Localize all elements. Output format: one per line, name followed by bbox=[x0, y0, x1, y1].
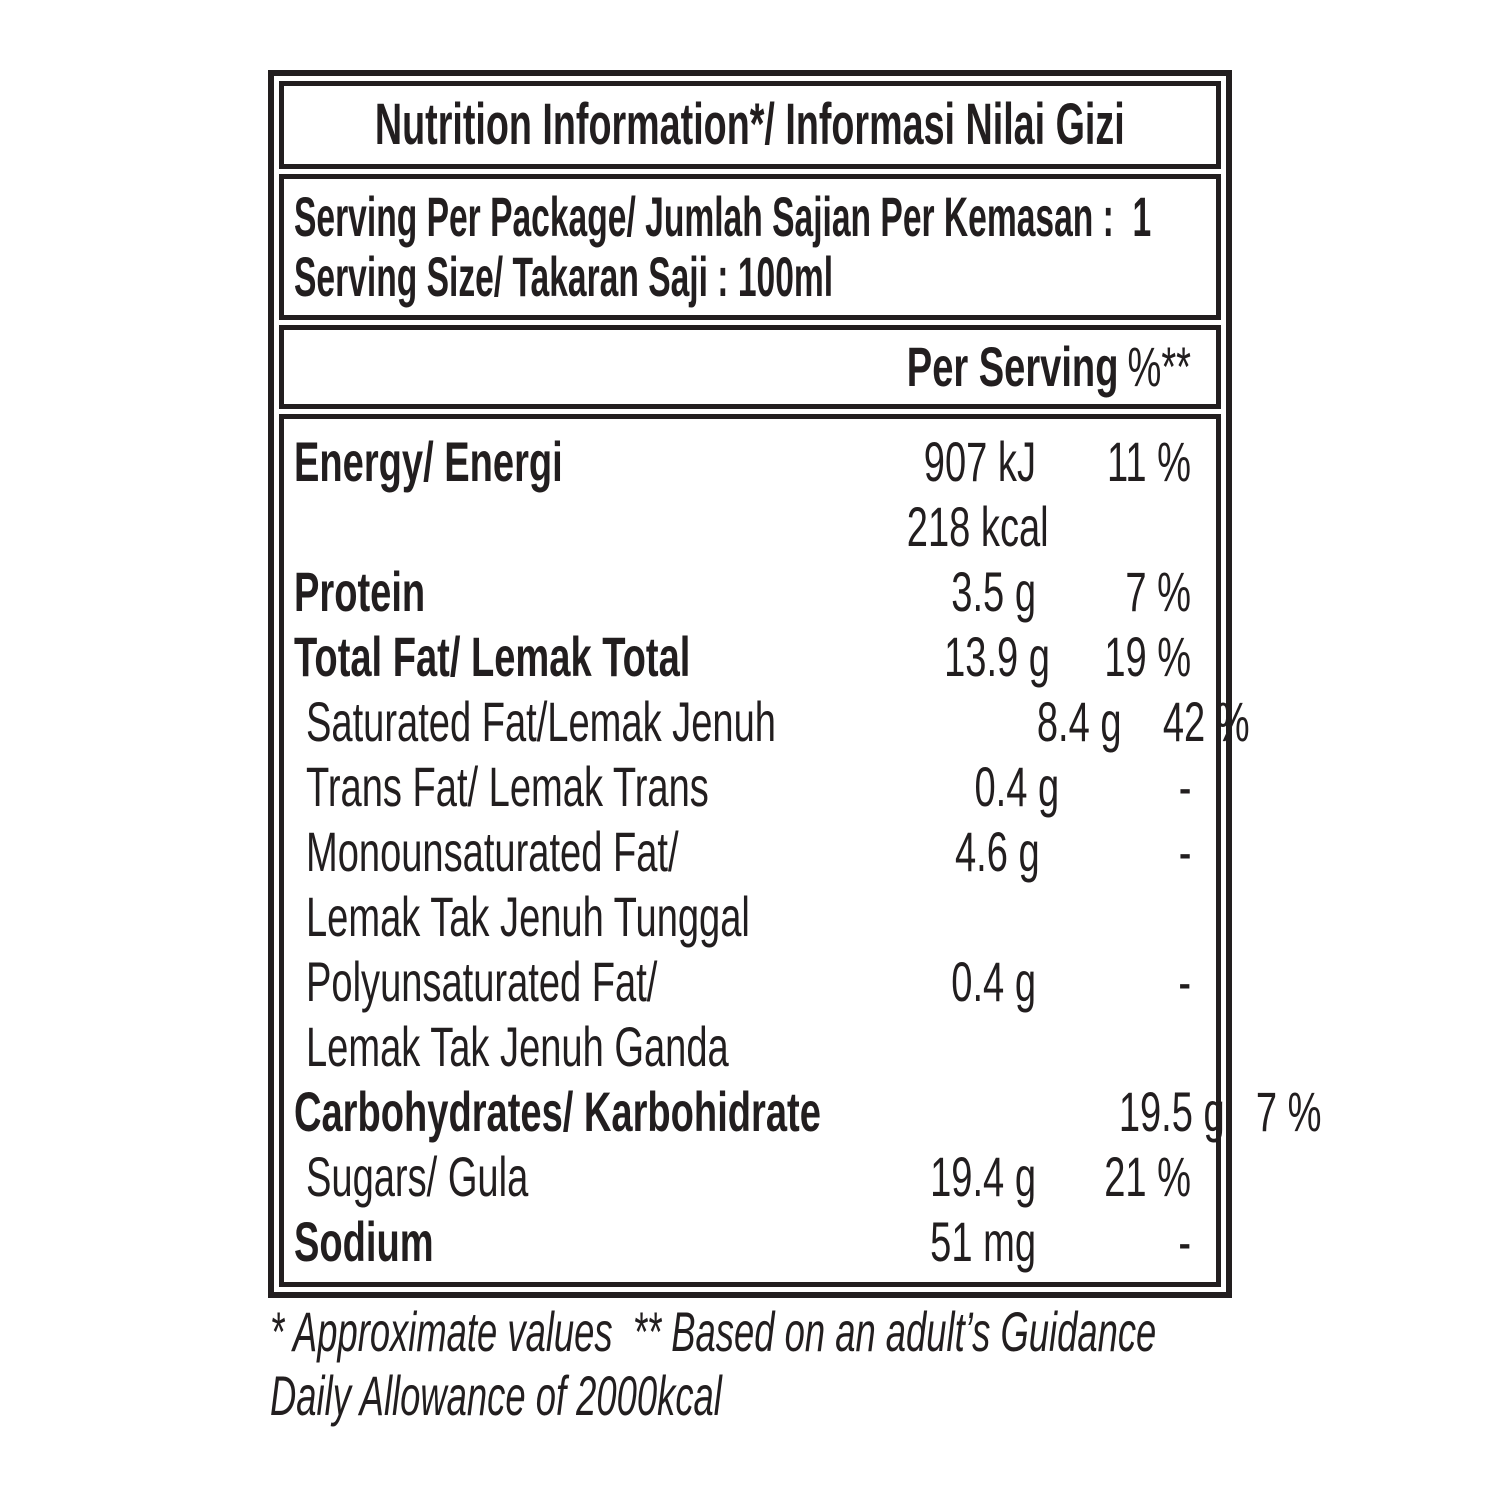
nutrient-value: 907 kJ bbox=[923, 429, 1036, 493]
nutrient-percent: - bbox=[1178, 949, 1191, 1013]
nutrient-percent: 7 % bbox=[1125, 559, 1191, 623]
nutrient-value: 19.4 g bbox=[930, 1144, 1036, 1208]
footnote: * Approximate values ** Based on an adul… bbox=[270, 1300, 1280, 1428]
nutrient-value: 51 mg bbox=[930, 1209, 1036, 1273]
nutrient-percent: - bbox=[1178, 819, 1191, 883]
nutrient-value: 0.4 g bbox=[951, 949, 1036, 1013]
table-row-monounsaturated-fat-id: Lemak Tak Jenuh Tunggal bbox=[284, 884, 1216, 949]
table-row-energy: Energy/ Energi 907 kJ 11 % bbox=[284, 429, 1216, 494]
nutrient-value: 19.5 g bbox=[1118, 1079, 1225, 1143]
footnote-text-1: * Approximate values ** Based on an adul… bbox=[270, 1300, 1157, 1363]
table-row-saturated-fat: Saturated Fat/Lemak Jenuh 8.4 g 42 % bbox=[284, 689, 1249, 754]
nutrient-label: Trans Fat/ Lemak Trans bbox=[306, 754, 709, 818]
table-row-trans-fat: Trans Fat/ Lemak Trans 0.4 g - bbox=[284, 754, 1216, 819]
nutrient-percent: - bbox=[1178, 1209, 1191, 1273]
footnote-text-2: Daily Allowance of 2000kcal bbox=[270, 1364, 722, 1427]
table-row-polyunsaturated-fat: Polyunsaturated Fat/ 0.4 g - bbox=[284, 949, 1216, 1014]
table-row-sugars: Sugars/ Gula 19.4 g 21 % bbox=[284, 1144, 1216, 1209]
nutrient-label: Monounsaturated Fat/ bbox=[306, 819, 679, 883]
nutrient-percent: 7 % bbox=[1255, 1079, 1322, 1143]
serving-size-line: Serving Size/ Takaran Saji : 100ml bbox=[294, 247, 1216, 307]
footnote-line-1: * Approximate values ** Based on an adul… bbox=[270, 1300, 1280, 1364]
nutrient-label: Sodium bbox=[294, 1209, 434, 1273]
footnote-line-2: Daily Allowance of 2000kcal bbox=[270, 1364, 1280, 1428]
nutrient-percent: 11 % bbox=[1107, 429, 1191, 493]
nutrient-percent: - bbox=[1178, 754, 1191, 818]
nutrient-value: 13.9 g bbox=[943, 624, 1050, 688]
column-header-percent: %** bbox=[1127, 335, 1191, 398]
table-row-energy-kcal: 218 kcal bbox=[284, 494, 1216, 559]
nutrient-value: 218 kcal bbox=[906, 494, 1049, 558]
title-section: Nutrition Information*/ Informasi Nilai … bbox=[279, 81, 1221, 169]
nutrient-percent: 19 % bbox=[1104, 624, 1191, 688]
nutrient-label: Lemak Tak Jenuh Tunggal bbox=[306, 884, 750, 948]
column-header-row: Per Serving %** bbox=[284, 330, 1216, 404]
column-header-section: Per Serving %** bbox=[279, 325, 1221, 409]
nutrient-label: Carbohydrates/ Karbohidrate bbox=[294, 1079, 821, 1143]
nutrient-label: Sugars/ Gula bbox=[306, 1144, 529, 1208]
nutrients-table: Energy/ Energi 907 kJ 11 % 218 kcal Prot… bbox=[279, 414, 1321, 1287]
column-header-per-serving: Per Serving bbox=[906, 335, 1119, 398]
nutrient-label: Lemak Tak Jenuh Ganda bbox=[306, 1014, 729, 1078]
nutrient-label: Energy/ Energi bbox=[294, 429, 563, 493]
table-row-polyunsaturated-fat-id: Lemak Tak Jenuh Ganda bbox=[284, 1014, 1216, 1079]
nutrient-label: Saturated Fat/Lemak Jenuh bbox=[306, 689, 776, 753]
serving-section: Serving Per Package/ Jumlah Sajian Per K… bbox=[279, 174, 1221, 320]
nutrient-value: 8.4 g bbox=[1036, 689, 1122, 753]
serving-per-package-line: Serving Per Package/ Jumlah Sajian Per K… bbox=[294, 187, 1216, 247]
nutrient-percent: 42 % bbox=[1162, 689, 1250, 753]
nutrient-label: Polyunsaturated Fat/ bbox=[306, 949, 658, 1013]
nutrient-label: Protein bbox=[294, 559, 426, 623]
table-row-monounsaturated-fat: Monounsaturated Fat/ 4.6 g - bbox=[284, 819, 1216, 884]
nutrition-panel: Nutrition Information*/ Informasi Nilai … bbox=[268, 70, 1321, 1298]
serving-per-package-text: Serving Per Package/ Jumlah Sajian Per K… bbox=[294, 185, 1152, 248]
table-row-protein: Protein 3.5 g 7 % bbox=[284, 559, 1216, 624]
panel-title: Nutrition Information*/ Informasi Nilai … bbox=[375, 92, 1125, 157]
nutrient-label: Total Fat/ Lemak Total bbox=[294, 624, 691, 688]
table-row-total-fat: Total Fat/ Lemak Total 13.9 g 19 % bbox=[284, 624, 1216, 689]
serving-size-text: Serving Size/ Takaran Saji : 100ml bbox=[294, 245, 834, 308]
nutrient-value: 0.4 g bbox=[974, 754, 1060, 818]
table-row-sodium: Sodium 51 mg - bbox=[284, 1209, 1216, 1274]
nutrient-value: 4.6 g bbox=[954, 819, 1040, 883]
nutrient-percent: 21 % bbox=[1104, 1144, 1191, 1208]
nutrient-value: 3.5 g bbox=[951, 559, 1036, 623]
table-row-carbohydrates: Carbohydrates/ Karbohidrate 19.5 g 7 % bbox=[284, 1079, 1321, 1144]
